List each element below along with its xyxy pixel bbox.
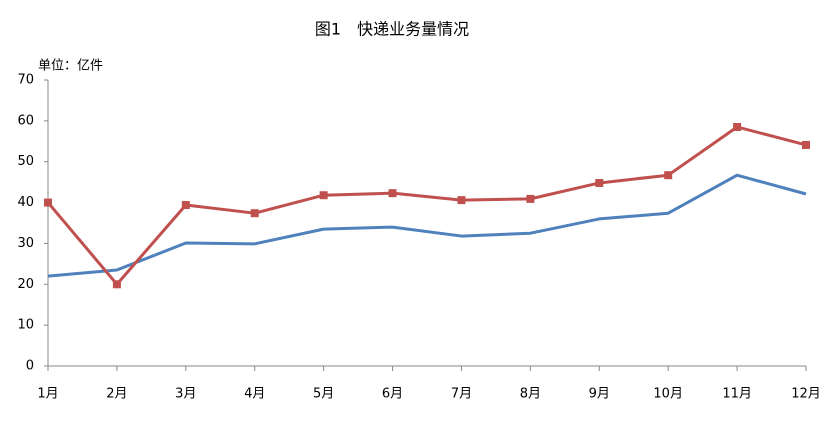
x-tick-label: 9月	[589, 387, 610, 402]
series-marker	[664, 171, 673, 180]
series-marker	[388, 189, 397, 198]
x-tick-label: 10月	[653, 387, 683, 402]
series-marker	[112, 280, 121, 289]
series-marker	[181, 201, 190, 210]
x-tick-label: 11月	[722, 387, 752, 402]
x-tick-label: 8月	[520, 387, 541, 402]
y-axis-label: 单位：亿件	[38, 59, 103, 74]
x-tick-label: 3月	[175, 387, 196, 402]
x-tick-label: 1月	[37, 387, 58, 402]
x-tick-label: 5月	[313, 387, 334, 402]
series-marker	[319, 191, 328, 200]
x-tick-label: 7月	[451, 387, 472, 402]
x-tick-label: 12月	[791, 387, 821, 402]
series-marker	[802, 140, 810, 149]
series-marker	[457, 196, 466, 205]
y-tick-label: 70	[17, 73, 34, 88]
y-tick-label: 30	[17, 236, 34, 251]
y-tick-label: 0	[26, 359, 34, 374]
y-tick-label: 40	[17, 195, 34, 210]
y-tick-label: 10	[17, 318, 34, 333]
x-tick-label: 6月	[382, 387, 403, 402]
y-tick-label: 50	[17, 154, 34, 169]
series-line	[46, 125, 807, 286]
x-tick-label: 2月	[106, 387, 127, 402]
series-marker	[733, 122, 742, 131]
series-marker	[526, 194, 535, 203]
series-marker	[595, 178, 604, 187]
y-tick-label: 20	[17, 277, 34, 292]
chart-title: 图1 快递业务量情况	[315, 20, 469, 39]
series-line	[47, 173, 807, 278]
x-tick-label: 4月	[244, 387, 265, 402]
series-marker	[44, 198, 52, 207]
y-tick-label: 60	[17, 113, 34, 128]
series-marker	[250, 209, 259, 218]
